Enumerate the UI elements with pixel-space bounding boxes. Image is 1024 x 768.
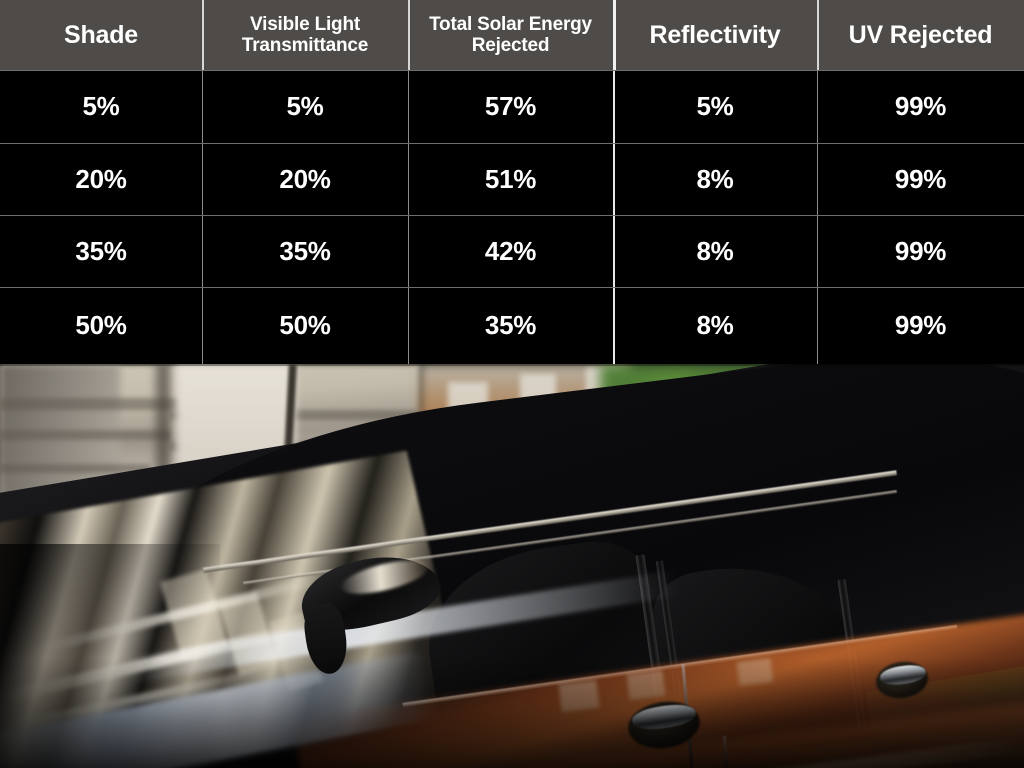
- column-header-reflectivity-label: Reflectivity: [649, 21, 781, 49]
- column-header-shade: Shade: [0, 0, 202, 70]
- table-row: 99%: [817, 287, 1024, 364]
- cell-reflectivity: 8%: [696, 310, 734, 340]
- column-header-total-solar-energy-rejected-label: Total Solar Energy Rejected: [429, 13, 592, 56]
- table-row: 50%: [0, 287, 202, 364]
- table-row: 99%: [817, 70, 1024, 143]
- cell-tser: 51%: [484, 163, 537, 194]
- cell-reflectivity: 5%: [696, 91, 734, 121]
- cell-shade: 35%: [75, 235, 127, 266]
- cell-reflectivity: 8%: [696, 235, 734, 266]
- cell-tser: 57%: [484, 91, 537, 121]
- table-row: 5%: [202, 70, 408, 143]
- cell-shade: 50%: [75, 310, 127, 340]
- table-row: 99%: [817, 143, 1024, 215]
- column-header-uv-rejected-label: UV Rejected: [848, 21, 993, 49]
- column-header-visible-light-transmittance-label: Visible Light Transmittance: [241, 13, 369, 56]
- table-row: 51%: [408, 143, 613, 215]
- table-row: 35%: [0, 215, 202, 287]
- cell-uv: 99%: [894, 91, 947, 121]
- cell-shade: 5%: [82, 91, 120, 121]
- building-cornice: [0, 430, 170, 440]
- cell-tser: 35%: [484, 310, 537, 340]
- cell-uv: 99%: [894, 235, 947, 266]
- cell-tser: 42%: [484, 235, 537, 266]
- cell-vlt: 50%: [279, 310, 331, 340]
- cell-uv: 99%: [894, 163, 947, 194]
- table-row: 5%: [0, 70, 202, 143]
- column-header-reflectivity: Reflectivity: [613, 0, 817, 70]
- photo-top-seam: [0, 364, 1024, 366]
- table-row: 35%: [202, 215, 408, 287]
- cell-uv: 99%: [894, 310, 947, 340]
- cell-vlt: 5%: [286, 91, 324, 121]
- cell-vlt: 35%: [279, 235, 331, 266]
- column-header-shade-label: Shade: [63, 21, 139, 49]
- table-row: 20%: [202, 143, 408, 215]
- table-row: 57%: [408, 70, 613, 143]
- cell-shade: 20%: [75, 163, 127, 194]
- table-row: 8%: [613, 143, 817, 215]
- cell-vlt: 20%: [279, 163, 331, 194]
- table-row: 8%: [613, 287, 817, 364]
- table-row: 20%: [0, 143, 202, 215]
- tinted-car-photo: [0, 364, 1024, 768]
- table-row: 8%: [613, 215, 817, 287]
- table-row: 35%: [408, 287, 613, 364]
- tint-specification-table: Shade Visible Light Transmittance Total …: [0, 0, 1024, 364]
- column-header-visible-light-transmittance: Visible Light Transmittance: [202, 0, 408, 70]
- table-row: 99%: [817, 215, 1024, 287]
- building-cornice: [0, 464, 150, 473]
- column-header-total-solar-energy-rejected: Total Solar Energy Rejected: [408, 0, 613, 70]
- cell-reflectivity: 8%: [696, 163, 734, 194]
- building-cornice: [0, 398, 180, 410]
- table-row: 42%: [408, 215, 613, 287]
- photo-bottom-shadow: [0, 658, 1024, 768]
- table-grid: Shade Visible Light Transmittance Total …: [0, 0, 1024, 364]
- table-row: 5%: [613, 70, 817, 143]
- column-header-uv-rejected: UV Rejected: [817, 0, 1024, 70]
- table-row: 50%: [202, 287, 408, 364]
